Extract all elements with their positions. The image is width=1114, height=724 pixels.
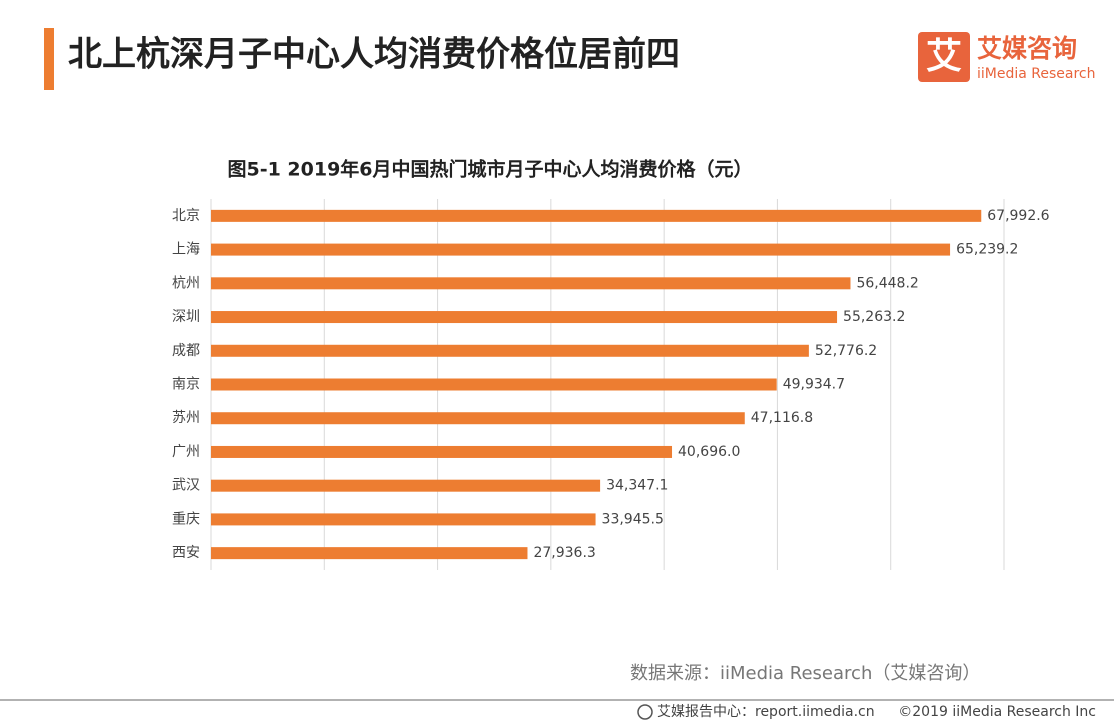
y-tick-label: 武汉 <box>172 478 200 494</box>
logo-box <box>918 32 970 82</box>
value-label: 47,116.8 <box>751 410 813 426</box>
y-tick-label: 南京 <box>172 377 200 393</box>
value-label: 52,776.2 <box>815 343 877 359</box>
y-tick-label: 西安 <box>172 545 200 561</box>
logo-sub: iiMedia Research <box>977 66 1096 82</box>
bar <box>211 311 838 324</box>
y-tick-label: 重庆 <box>172 511 200 527</box>
value-label: 40,696.0 <box>678 444 740 460</box>
bar <box>211 412 745 425</box>
bar <box>211 277 851 290</box>
value-label: 65,239.2 <box>956 242 1018 258</box>
value-label: 67,992.6 <box>987 208 1049 224</box>
bar <box>211 513 596 526</box>
value-label: 49,934.7 <box>783 377 845 393</box>
y-tick-label: 上海 <box>172 242 200 258</box>
value-label: 33,945.5 <box>602 511 664 527</box>
y-tick-label: 苏州 <box>172 410 200 426</box>
value-label: 27,936.3 <box>533 545 595 561</box>
y-tick-label: 深圳 <box>172 309 200 325</box>
bar <box>211 547 528 560</box>
value-label: 56,448.2 <box>856 275 918 291</box>
logo-name: 艾媒咨询 <box>977 34 1077 63</box>
footer-left: 艾媒报告中心：report.iimedia.cn <box>657 704 875 720</box>
chart-title: 图5-1 2019年6月中国热门城市月子中心人均消费价格（元） <box>227 158 752 181</box>
value-label: 55,263.2 <box>843 309 905 325</box>
bar <box>211 445 673 458</box>
title-accent <box>44 28 54 90</box>
footer-icon <box>637 704 653 720</box>
y-tick-label: 广州 <box>172 444 200 460</box>
bar <box>211 243 951 256</box>
bar <box>211 378 777 391</box>
page-title: 北上杭深月子中心人均消费价格位居前四 <box>68 35 680 75</box>
y-tick-label: 杭州 <box>172 275 200 291</box>
y-tick-label: 成都 <box>172 343 200 359</box>
bar <box>211 344 809 357</box>
source: 数据来源：iiMedia Research（艾媒咨询） <box>630 663 980 684</box>
y-tick-label: 北京 <box>172 208 200 224</box>
bar <box>211 209 982 222</box>
logo-mark: 艾 <box>926 36 962 77</box>
plot: 北京 67,992.6 上海 65,239.2 杭州 56,448.2 深圳 55,263.2… <box>172 199 1050 570</box>
bar <box>211 479 601 492</box>
footer-right: ©2019 iiMedia Research Inc <box>898 704 1096 720</box>
value-label: 34,347.1 <box>606 478 668 494</box>
